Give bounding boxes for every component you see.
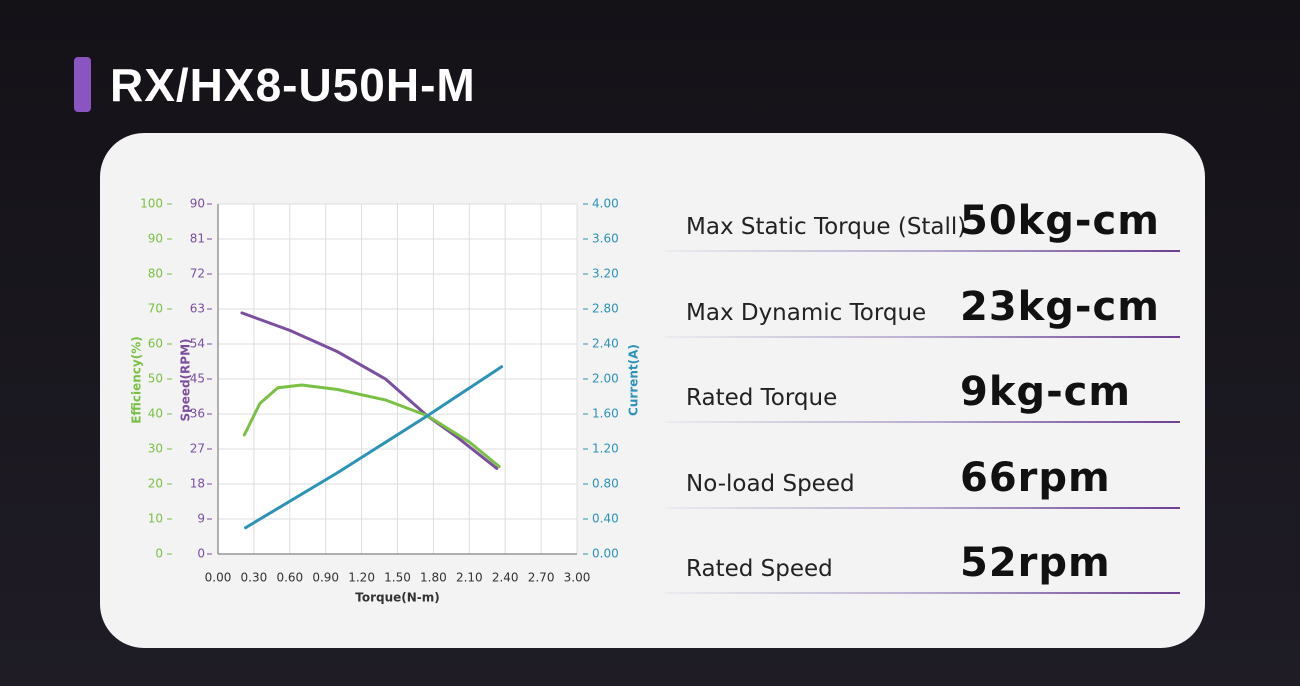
spec-row: Max Dynamic Torque 23kg-cm [665,275,1180,338]
y2-tick-label: 2.00 [592,372,619,386]
y2-tick-label: 0.00 [592,547,619,561]
spec-label: Rated Speed [686,556,833,582]
y-tick-label: 0 [197,547,205,561]
y3-tick-label: 0 [155,547,163,561]
y2-tick-label: 1.60 [592,407,619,421]
spec-label: No-load Speed [686,470,855,497]
y2-tick-label: 1.20 [592,442,619,456]
y-tick-label: 54 [190,337,205,351]
y2-tick-label: 3.20 [592,267,619,281]
y-tick-label: 45 [190,372,205,386]
x-tick-label: 1.20 [348,571,375,585]
y3-tick-label: 100 [140,197,163,211]
y3-tick-label: 80 [148,267,163,281]
x-tick-label: 2.40 [492,571,519,585]
y3-tick-label: 50 [148,372,163,386]
y3-tick-label: 90 [148,232,163,246]
x-tick-label: 2.10 [456,571,483,585]
y-tick-label: 9 [197,512,205,526]
x-tick-label: 1.80 [420,571,447,585]
y3-tick-label: 30 [148,442,163,456]
y3-tick-label: 60 [148,337,163,351]
spec-row: No-load Speed 66rpm [665,446,1180,509]
y2-tick-label: 3.60 [592,232,619,246]
spec-value: 23kg-cm [960,283,1160,330]
spec-value: 52rpm [960,540,1111,586]
y3-tick-label: 10 [148,512,163,526]
series-line [242,383,501,468]
x-axis-title: Torque(N-m) [355,591,440,605]
y2-tick-label: 2.80 [592,302,619,316]
spec-value: 9kg-cm [960,369,1132,415]
y3-axis-title: Efficiency(%) [130,336,144,423]
spec-row: Rated Torque 9kg-cm [665,361,1180,423]
spec-row: Max Static Torque (Stall) 50kg-cm [665,190,1180,252]
x-tick-label: 1.50 [384,571,411,585]
x-tick-label: 3.00 [564,571,591,585]
y-tick-label: 36 [190,407,205,421]
spec-row: Rated Speed 52rpm [665,532,1180,594]
y-tick-label: 63 [190,302,205,316]
y3-tick-label: 40 [148,407,163,421]
y3-tick-label: 20 [148,477,163,491]
y2-tick-label: 0.40 [592,512,619,526]
y-axis-title: Speed(RPM) [179,338,193,421]
series-line [244,365,504,530]
x-tick-label: 0.90 [312,571,339,585]
y-tick-label: 27 [190,442,205,456]
y-tick-label: 18 [190,477,205,491]
y-tick-label: 90 [190,197,205,211]
accent-bar [74,57,91,112]
spec-label: Rated Torque [686,385,838,411]
y3-tick-label: 70 [148,302,163,316]
y2-tick-label: 4.00 [592,197,619,211]
y2-axis-title: Current(A) [627,344,641,416]
series-line [240,311,499,470]
spec-value: 50kg-cm [960,198,1160,244]
y2-tick-label: 0.80 [592,477,619,491]
spec-label: Max Static Torque (Stall) [686,214,967,240]
x-tick-label: 0.00 [205,571,232,585]
x-tick-label: 2.70 [528,571,555,585]
y-tick-label: 81 [190,232,205,246]
spec-label: Max Dynamic Torque [686,299,927,326]
x-tick-label: 0.60 [276,571,303,585]
y-tick-label: 72 [190,267,205,281]
x-tick-label: 0.30 [241,571,268,585]
y2-tick-label: 2.40 [592,337,619,351]
spec-value: 66rpm [960,454,1111,501]
page-title: RX/HX8-U50H-M [110,59,476,111]
